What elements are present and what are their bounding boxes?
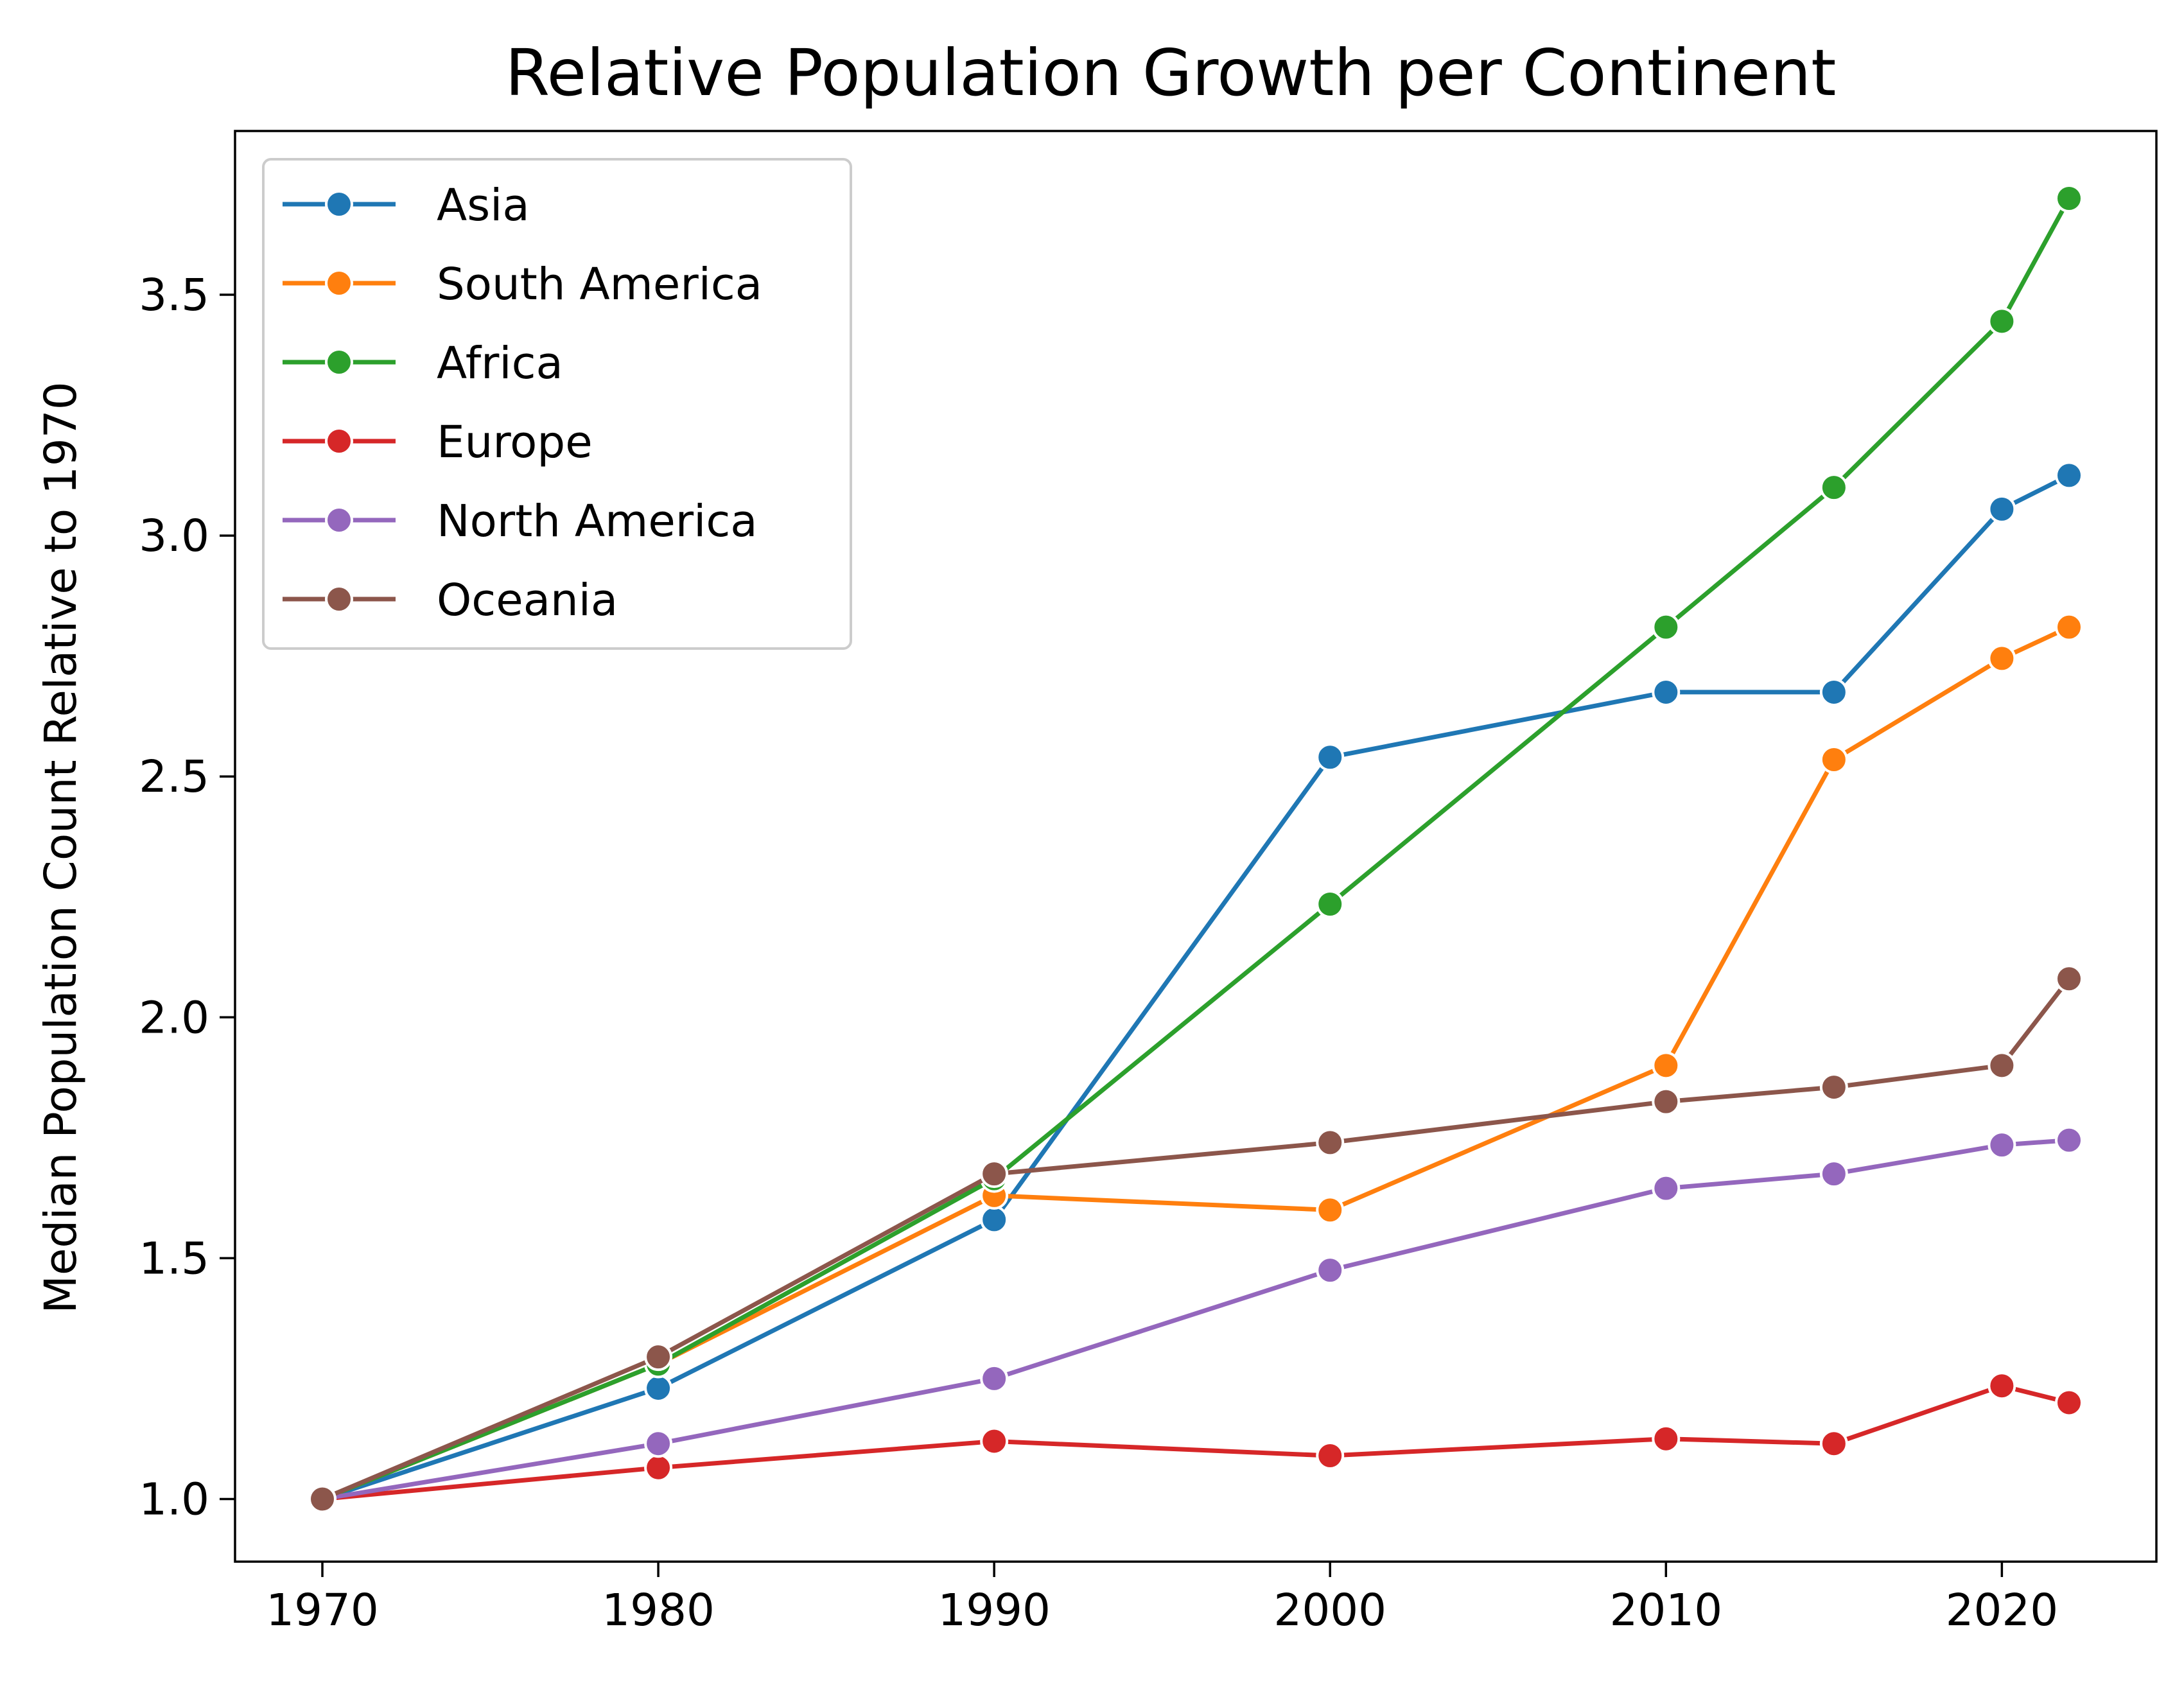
y-tick-label: 2.5 — [139, 751, 209, 803]
legend-marker — [325, 506, 353, 534]
legend-label: Oceania — [437, 575, 618, 626]
y-axis-label: Median Population Count Relative to 1970 — [35, 381, 87, 1313]
x-tick-label: 2010 — [1610, 1585, 1723, 1636]
data-point — [980, 1205, 1009, 1234]
legend-item: South America — [283, 259, 762, 310]
x-tick-label: 2020 — [1946, 1585, 2059, 1636]
data-point — [1819, 677, 1848, 706]
series-line — [320, 473, 2072, 1501]
legend-label: Europe — [437, 417, 593, 468]
legend-marker — [325, 348, 353, 376]
legend-item: Europe — [283, 417, 593, 468]
data-point — [1652, 677, 1681, 706]
legend-item: Oceania — [283, 575, 618, 626]
legend-marker — [325, 190, 353, 218]
data-point — [1819, 1073, 1848, 1102]
data-point — [1987, 1051, 2016, 1080]
chart-title: Relative Population Growth per Continent — [505, 35, 1837, 110]
x-tick-label: 1990 — [938, 1585, 1051, 1636]
series-line — [320, 1383, 2072, 1501]
data-point — [2055, 613, 2083, 641]
data-point — [2055, 184, 2083, 213]
x-tick-label: 2000 — [1273, 1585, 1386, 1636]
data-point — [2055, 1126, 2083, 1155]
y-tick-label: 3.0 — [139, 510, 209, 562]
data-point — [2055, 461, 2083, 490]
legend-item: North America — [283, 496, 758, 547]
series-south-america — [308, 613, 2083, 1513]
plot-area — [234, 130, 2158, 1563]
data-point — [2055, 1388, 2083, 1417]
series-line — [320, 196, 2072, 1501]
data-point — [1316, 1441, 1345, 1470]
data-point — [1652, 1174, 1681, 1203]
series-oceania — [308, 964, 2083, 1513]
legend-box — [262, 158, 852, 650]
legend-label: North America — [437, 496, 758, 547]
data-point — [1987, 1372, 2016, 1400]
data-point — [1819, 1429, 1848, 1458]
data-point — [1652, 1087, 1681, 1116]
data-point — [1819, 1160, 1848, 1189]
data-point — [1819, 745, 1848, 774]
data-point — [980, 1427, 1009, 1456]
legend-marker — [325, 269, 353, 297]
y-tick-label: 2.0 — [139, 992, 209, 1043]
data-point — [644, 1453, 673, 1482]
legend-label: Asia — [437, 180, 530, 231]
x-axis: 1970 1980 1990 2000 2010 2020 — [266, 1562, 2058, 1636]
data-point — [980, 1160, 1009, 1189]
series-north-america — [308, 1126, 2083, 1513]
data-point — [1987, 644, 2016, 673]
data-point — [1316, 1128, 1345, 1157]
y-tick-label: 1.0 — [139, 1474, 209, 1525]
legend-item: Asia — [283, 180, 530, 231]
y-axis: 1.0 1.5 2.0 2.5 3.0 3.5 — [139, 270, 235, 1525]
data-point — [1987, 1131, 2016, 1160]
data-point — [1652, 1051, 1681, 1080]
plot-frame — [234, 130, 2158, 1563]
series-line — [320, 976, 2072, 1501]
legend-item: Africa — [283, 338, 563, 389]
legend-marker — [325, 427, 353, 455]
x-tick-label: 1970 — [266, 1585, 379, 1636]
x-tick-label: 1980 — [602, 1585, 715, 1636]
y-tick-label: 3.5 — [139, 270, 209, 321]
legend-label: Africa — [437, 338, 563, 389]
data-point — [1987, 307, 2016, 336]
data-point — [1316, 743, 1345, 772]
legend-label: South America — [437, 259, 762, 310]
legend-marker — [325, 585, 353, 613]
y-tick-label: 1.5 — [139, 1233, 209, 1284]
data-point — [1652, 1424, 1681, 1453]
data-point — [1316, 1196, 1345, 1225]
data-point — [1316, 1256, 1345, 1285]
series-line — [320, 1138, 2072, 1501]
data-point — [1987, 494, 2016, 523]
series-layer — [308, 184, 2083, 1513]
data-point — [644, 1343, 673, 1372]
data-point — [1652, 613, 1681, 641]
data-point — [1316, 890, 1345, 919]
legend: Asia South America Africa Europe North Ameri… — [262, 158, 852, 650]
data-point — [644, 1373, 673, 1402]
series-line — [320, 625, 2072, 1501]
data-point — [644, 1429, 673, 1458]
data-point — [308, 1485, 336, 1513]
data-point — [1819, 473, 1848, 502]
data-point — [980, 1364, 1009, 1393]
data-point — [2055, 964, 2083, 993]
